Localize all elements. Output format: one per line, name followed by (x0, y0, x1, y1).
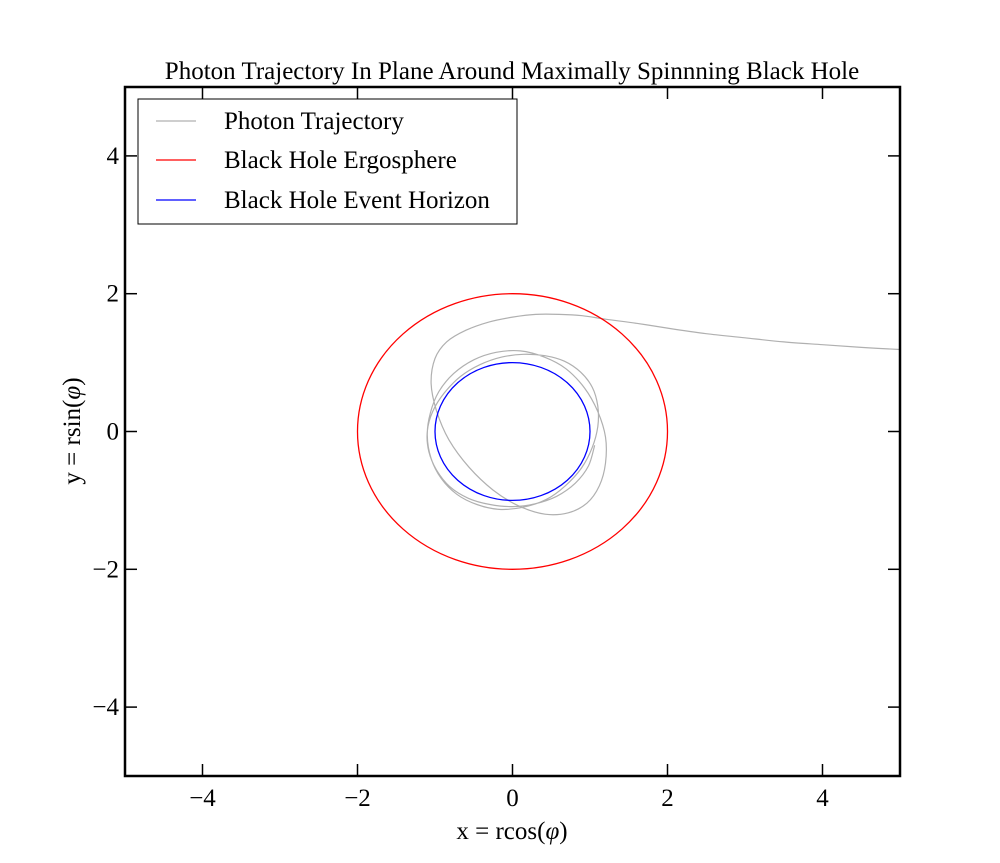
legend-label-event-horizon: Black Hole Event Horizon (224, 187, 490, 214)
y-tick-label: −2 (92, 556, 119, 583)
plot-frame (123, 85, 902, 778)
legend-label-photon-trajectory: Photon Trajectory (224, 108, 404, 135)
photon-trajectory-line (426, 313, 900, 516)
x-tick-label: −2 (344, 785, 371, 812)
y-axis-label: y = rsin(φ) (59, 377, 86, 484)
event-horizon-circle (434, 361, 591, 502)
axis-ticks: −4 −2 0 2 4 −4 −2 0 2 4 (92, 87, 900, 812)
y-tick-label: 4 (107, 143, 120, 170)
legend-box (137, 98, 518, 225)
legend: Photon Trajectory Black Hole Ergosphere … (137, 98, 518, 225)
y-tick-label: 0 (107, 419, 120, 446)
legend-label-ergosphere: Black Hole Ergosphere (224, 147, 457, 174)
x-axis-label: x = rcos(φ) (456, 818, 567, 845)
x-tick-label: −4 (189, 785, 216, 812)
x-tick-label: 2 (661, 785, 674, 812)
chart-title: Photon Trajectory In Plane Around Maxima… (165, 58, 859, 85)
y-tick-label: 2 (107, 281, 120, 308)
plot-area (356, 293, 900, 570)
ergosphere-circle (356, 293, 669, 570)
x-tick-label: 4 (816, 785, 829, 812)
x-tick-label: 0 (506, 785, 519, 812)
y-tick-label: −4 (92, 694, 119, 721)
